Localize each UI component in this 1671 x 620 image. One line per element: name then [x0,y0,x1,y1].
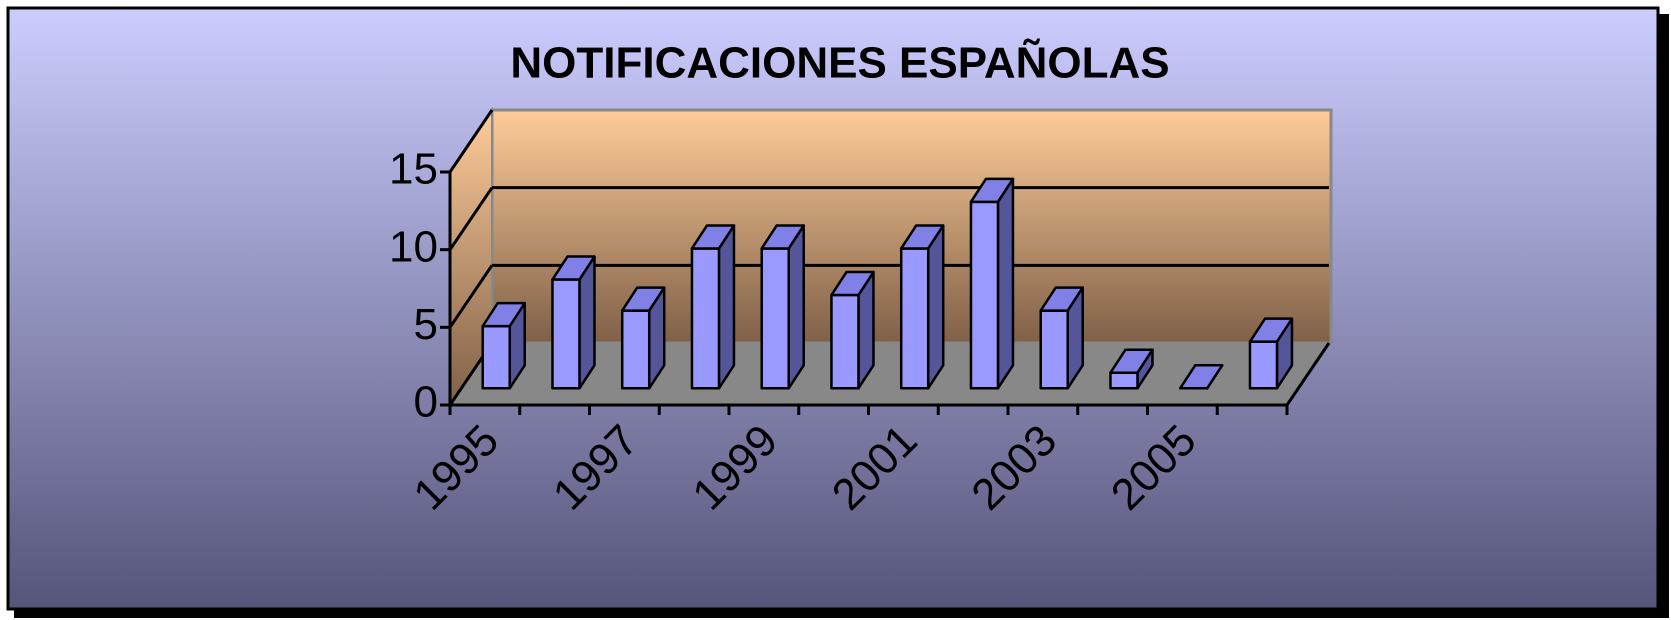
bar [551,255,596,390]
bar-side [926,224,945,390]
floor-edge [1285,342,1331,406]
bar-front [551,278,581,390]
side-grid-line [448,264,494,329]
bar-top [1248,317,1294,343]
bar-front [1248,340,1279,390]
bar-front [830,293,860,390]
y-tick-label: 5 [414,300,438,349]
bar-top [551,255,596,281]
bar-side [717,224,736,390]
bar-front [690,247,721,390]
bar [830,270,875,390]
bar [1248,317,1294,390]
bar-side [996,177,1015,390]
bar [899,224,945,390]
bar-front [1109,371,1139,390]
bar [481,301,526,390]
y-tick-label: 0 [414,378,438,427]
bar-top [969,177,1015,204]
bar-front [969,200,1000,390]
bar-front [899,247,930,390]
side-grid-line [448,109,494,173]
bar-top [1039,286,1084,312]
bar-top [620,286,666,312]
y-tick-label: 10 [389,222,438,271]
bar-side [787,224,805,390]
y-tick-label: 15 [389,145,438,194]
bar-front [481,324,511,390]
bar [1039,286,1084,390]
bar-top [899,224,945,250]
bar-front [1039,309,1069,390]
bar [620,286,666,390]
bar-top [481,301,526,328]
bar [760,224,805,390]
bar-top [1109,348,1154,374]
chart-title: NOTIFICACIONES ESPAÑOLAS [510,38,1169,88]
bar [1178,364,1224,390]
bar-top [1178,364,1224,390]
bar-top [690,224,736,250]
bar-front [760,247,790,390]
bar [1109,348,1154,390]
bar-front [620,309,651,390]
bar [690,224,736,390]
bar-top [830,270,875,297]
bar [969,177,1015,390]
bar-top [760,224,805,250]
side-grid-line [448,186,494,251]
